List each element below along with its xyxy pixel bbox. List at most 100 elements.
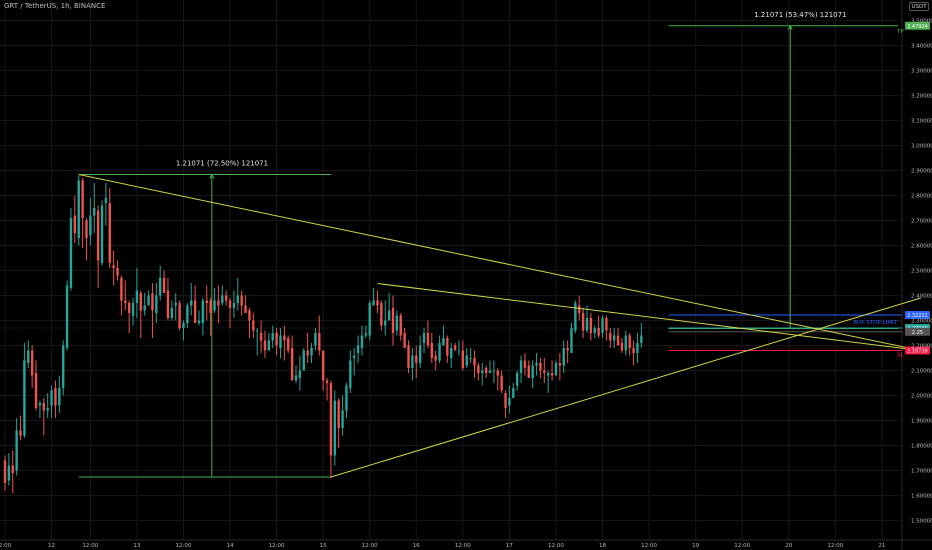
candle-body[interactable]	[112, 265, 115, 269]
candle-body[interactable]	[574, 303, 577, 331]
candle-body[interactable]	[612, 335, 616, 341]
candle-body[interactable]	[131, 303, 135, 316]
sl-label[interactable]: SL	[897, 353, 904, 359]
candle-body[interactable]	[558, 363, 562, 366]
candle-body[interactable]	[384, 320, 387, 326]
candle-body[interactable]	[329, 383, 333, 456]
candle-body[interactable]	[349, 360, 352, 389]
candle-body[interactable]	[504, 393, 507, 408]
candle-body[interactable]	[100, 205, 104, 264]
candle-body[interactable]	[232, 303, 236, 308]
candle-body[interactable]	[73, 215, 77, 234]
candle-body[interactable]	[620, 343, 624, 351]
candle-body[interactable]	[147, 295, 150, 306]
candle-body[interactable]	[190, 300, 193, 306]
candle-body[interactable]	[415, 355, 418, 364]
candle-body[interactable]	[314, 333, 317, 346]
candle-body[interactable]	[473, 358, 476, 366]
candle-body[interactable]	[601, 318, 604, 333]
candle-body[interactable]	[290, 348, 294, 381]
candle-body[interactable]	[139, 293, 142, 311]
candle-body[interactable]	[46, 408, 49, 411]
candle-body[interactable]	[205, 300, 208, 304]
candle-body[interactable]	[585, 318, 589, 331]
candle-body[interactable]	[38, 403, 42, 406]
candle-body[interactable]	[58, 388, 61, 406]
candle-body[interactable]	[240, 295, 243, 306]
candle-body[interactable]	[221, 295, 224, 304]
candle-body[interactable]	[228, 300, 232, 309]
candle-body[interactable]	[547, 373, 550, 376]
candle-body[interactable]	[159, 278, 162, 296]
candle-body[interactable]	[632, 348, 635, 353]
candle-body[interactable]	[93, 208, 96, 216]
candle-body[interactable]	[27, 350, 30, 364]
candle-body[interactable]	[360, 335, 364, 349]
trendline[interactable]	[78, 174, 921, 351]
candle-body[interactable]	[364, 333, 368, 336]
candle-body[interactable]	[209, 300, 212, 314]
candle-body[interactable]	[372, 300, 375, 306]
candle-body[interactable]	[434, 355, 437, 361]
candle-body[interactable]	[23, 360, 26, 436]
candle-body[interactable]	[543, 370, 546, 374]
candle-body[interactable]	[294, 375, 298, 381]
candle-body[interactable]	[368, 303, 371, 336]
candle-body[interactable]	[77, 180, 80, 239]
candle-body[interactable]	[477, 365, 480, 374]
candle-body[interactable]	[523, 360, 527, 369]
candle-body[interactable]	[356, 345, 360, 354]
candle-body[interactable]	[407, 345, 410, 369]
candle-body[interactable]	[422, 333, 426, 343]
candle-body[interactable]	[318, 333, 321, 351]
candle-body[interactable]	[256, 330, 259, 332]
currency-badge[interactable]: USDT	[909, 2, 929, 11]
candle-body[interactable]	[531, 365, 534, 379]
candle-body[interactable]	[442, 338, 445, 346]
candle-body[interactable]	[302, 350, 305, 371]
candle-body[interactable]	[287, 338, 290, 351]
candle-body[interactable]	[252, 320, 255, 331]
candle-body[interactable]	[321, 350, 325, 381]
candle-body[interactable]	[89, 215, 92, 236]
candle-body[interactable]	[236, 295, 239, 304]
candle-body[interactable]	[399, 315, 402, 336]
candle-body[interactable]	[589, 318, 593, 333]
candle-body[interactable]	[391, 308, 395, 333]
candle-body[interactable]	[457, 350, 461, 352]
candle-body[interactable]	[469, 358, 472, 359]
candle-body[interactable]	[418, 345, 422, 364]
candle-body[interactable]	[244, 305, 247, 314]
candle-body[interactable]	[201, 300, 205, 324]
candle-body[interactable]	[570, 328, 573, 353]
candle-body[interactable]	[403, 333, 406, 348]
candle-body[interactable]	[508, 398, 511, 406]
candle-body[interactable]	[376, 300, 379, 306]
candle-body[interactable]	[143, 305, 146, 311]
candle-body[interactable]	[581, 313, 585, 331]
candle-body[interactable]	[446, 338, 449, 356]
candle-body[interactable]	[453, 345, 457, 351]
candle-body[interactable]	[597, 328, 600, 336]
candle-body[interactable]	[484, 368, 488, 373]
candle-body[interactable]	[182, 323, 185, 328]
candle-body[interactable]	[197, 320, 201, 324]
candle-body[interactable]	[34, 373, 38, 408]
candle-body[interactable]	[11, 465, 14, 474]
candle-body[interactable]	[554, 363, 558, 376]
candle-body[interactable]	[535, 363, 538, 366]
candle-body[interactable]	[640, 335, 643, 344]
candle-body[interactable]	[178, 303, 181, 328]
candle-body[interactable]	[96, 210, 100, 261]
candle-body[interactable]	[430, 343, 433, 358]
symbol-title[interactable]: GRT / TetherUS, 1h, BINANCE	[4, 2, 106, 10]
candle-body[interactable]	[519, 360, 523, 374]
tp-label[interactable]: TP	[896, 29, 904, 35]
candle-body[interactable]	[578, 305, 581, 314]
candle-body[interactable]	[380, 303, 383, 326]
candle-body[interactable]	[306, 350, 309, 356]
candle-body[interactable]	[127, 303, 131, 313]
candle-body[interactable]	[7, 465, 11, 481]
candle-body[interactable]	[341, 410, 344, 429]
